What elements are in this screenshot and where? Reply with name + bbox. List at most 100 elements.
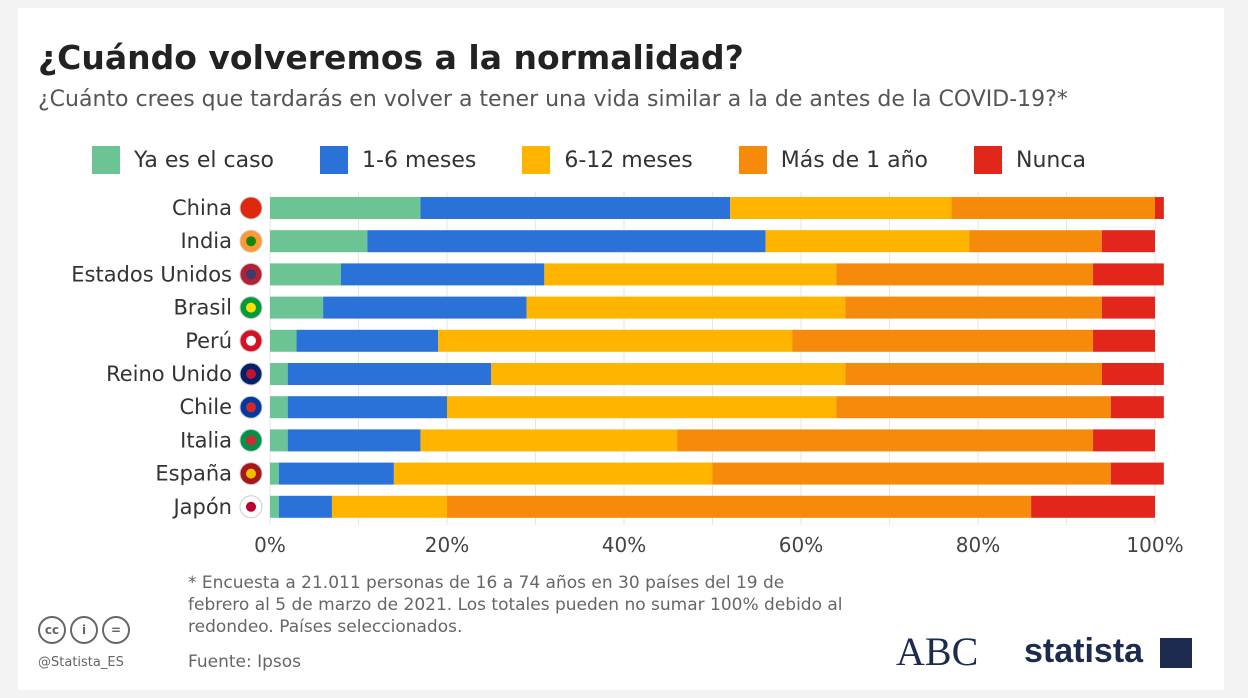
bar-segment — [730, 197, 952, 219]
bar-segment — [270, 495, 279, 518]
license-icons: cc i = — [38, 616, 130, 644]
bar-segment — [393, 462, 713, 485]
footnote: * Encuesta a 21.011 personas de 16 a 74 … — [188, 573, 843, 637]
bar-segment — [331, 495, 447, 518]
bar-segment — [1031, 495, 1155, 518]
bar-segment — [447, 495, 1032, 518]
bar-segment — [278, 462, 394, 485]
statista-logo: statista — [1024, 632, 1144, 670]
flag-detail — [246, 435, 256, 446]
x-tick-label: 80% — [956, 533, 1000, 557]
category-label: España — [155, 462, 232, 486]
bar-segment — [544, 263, 837, 286]
bar-segment — [420, 197, 731, 219]
bar-segment — [270, 230, 368, 253]
legend-label: 1-6 meses — [362, 147, 477, 173]
bar-segment — [323, 296, 527, 319]
bar-segment — [1093, 329, 1155, 352]
legend-item: 6-12 meses — [522, 146, 693, 174]
legend-swatch — [738, 146, 767, 174]
bar-segment — [845, 296, 1102, 319]
legend-label: Nunca — [1016, 147, 1086, 173]
bar-segment — [287, 363, 492, 385]
flag-detail — [246, 468, 256, 479]
category-label: Estados Unidos — [71, 262, 232, 286]
legend-label: Ya es el caso — [134, 147, 275, 173]
bar-segment — [296, 329, 439, 352]
x-tick-label: 60% — [779, 533, 823, 557]
flag-detail — [246, 402, 256, 413]
bar-segment — [447, 396, 837, 419]
chart-subtitle: ¿Cuánto crees que tardarás en volver a t… — [38, 87, 1068, 112]
flag-detail — [246, 302, 256, 313]
bar-segment — [270, 396, 288, 419]
chart-title: ¿Cuándo volveremos a la normalidad? — [38, 38, 744, 77]
bar-segment — [526, 296, 846, 319]
bar-segment — [270, 462, 279, 485]
legend-item: Más de 1 año — [738, 146, 929, 174]
legend-swatch — [522, 146, 551, 174]
x-tick-label: 0% — [254, 533, 286, 557]
bar-segment — [270, 363, 288, 385]
category-label: Reino Unido — [106, 362, 232, 386]
legend: Ya es el caso 1-6 meses 6-12 meses Más de 1… — [92, 146, 1132, 174]
bar-segment — [1101, 230, 1155, 253]
bar-segment — [712, 462, 1111, 485]
bar-segment — [270, 197, 421, 219]
bar-segment — [270, 263, 341, 286]
bar-segment — [278, 495, 332, 518]
bar-segment — [438, 329, 793, 352]
bar-segment — [951, 197, 1155, 219]
legend-item: Ya es el caso — [92, 146, 274, 174]
legend-item: Nunca — [974, 146, 1086, 174]
bar-segment — [792, 329, 1094, 352]
bar-segment — [1110, 396, 1164, 419]
bar-segment — [1093, 263, 1164, 286]
bar-segment — [367, 230, 766, 253]
attribution-icon: i — [70, 616, 98, 644]
statista-logo-mark — [1160, 638, 1192, 668]
flag-detail — [246, 203, 256, 213]
bar-segment — [287, 429, 421, 452]
flag-detail — [246, 501, 256, 512]
legend-swatch — [320, 146, 349, 174]
bar-segment — [1110, 462, 1164, 485]
bar-segment — [340, 263, 545, 286]
category-label: India — [180, 229, 232, 253]
bar-segment — [1101, 363, 1164, 385]
bar-segment — [845, 363, 1102, 385]
bar-segment — [287, 396, 447, 419]
category-label: China — [172, 196, 232, 220]
bar-segment — [969, 230, 1102, 253]
flag-detail — [246, 236, 256, 247]
abc-logo: ABC — [896, 629, 979, 674]
bar-segment — [420, 429, 678, 452]
bar-segment — [836, 263, 1094, 286]
legend-label: 6-12 meses — [564, 147, 693, 173]
x-tick-label: 100% — [1126, 533, 1183, 557]
bar-segment — [491, 363, 846, 385]
bar-segment — [270, 429, 288, 452]
cc-icon: cc — [38, 616, 66, 644]
flag-detail — [246, 269, 256, 280]
bar-segment — [677, 429, 1094, 452]
source: Fuente: Ipsos — [188, 652, 302, 672]
legend-swatch — [92, 146, 120, 174]
legend-label: Más de 1 año — [780, 147, 929, 173]
flag-detail — [246, 369, 256, 379]
bar-segment — [270, 329, 297, 352]
category-label: Chile — [179, 395, 232, 419]
bar-segment — [836, 396, 1111, 419]
legend-swatch — [974, 146, 1003, 174]
bar-segment — [270, 296, 324, 319]
category-label: Perú — [185, 329, 232, 353]
bar-segment — [765, 230, 970, 253]
bar-segment — [1101, 296, 1155, 319]
no-derivatives-icon: = — [102, 616, 130, 644]
x-tick-label: 40% — [602, 533, 646, 557]
category-label: Japón — [171, 495, 232, 519]
twitter-handle: @Statista_ES — [38, 655, 124, 670]
x-tick-label: 20% — [425, 533, 469, 557]
flag-detail — [246, 335, 256, 346]
